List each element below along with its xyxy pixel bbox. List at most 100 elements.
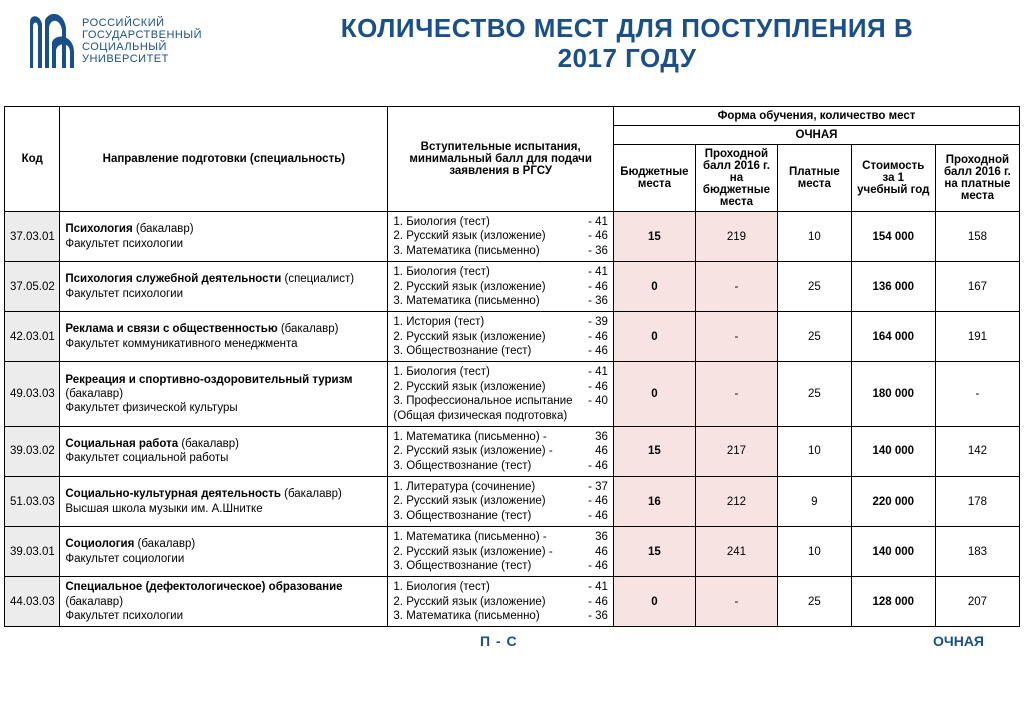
exam-subject: 2. Русский язык (изложение) bbox=[393, 595, 545, 609]
exam-line: 2. Русский язык (изложение) -46 bbox=[393, 545, 608, 559]
exam-subject: 1. Биология (тест) bbox=[393, 365, 489, 379]
exam-score: - 46 bbox=[584, 509, 608, 523]
exam-subject: 1. Математика (письменно) - bbox=[393, 430, 546, 444]
exam-score: 46 bbox=[591, 444, 608, 458]
cell-pass_b: - bbox=[695, 312, 777, 362]
cell-cost: 164 000 bbox=[851, 312, 935, 362]
logo-line-1: РОССИЙСКИЙ bbox=[82, 17, 202, 29]
cell-paid: 10 bbox=[777, 212, 851, 262]
table-row: 37.03.01Психология (бакалавр)Факультет п… bbox=[5, 212, 1020, 262]
exam-subject: 1. Биология (тест) bbox=[393, 215, 489, 229]
cell-exams: 1. Математика (письменно) -362. Русский … bbox=[388, 426, 614, 476]
exam-line: 2. Русский язык (изложение)- 46 bbox=[393, 494, 608, 508]
cell-spec: Рекреация и спортивно-оздоровительный ту… bbox=[60, 362, 388, 427]
cell-pass_p: 191 bbox=[935, 312, 1019, 362]
cell-exams: 1. История (тест)- 392. Русский язык (из… bbox=[388, 312, 614, 362]
exam-line: 3. Обществознание (тест) - 46 bbox=[393, 509, 608, 523]
spec-faculty: Факультет психологии bbox=[65, 609, 382, 623]
spec-faculty: Высшая школа музыки им. А.Шнитке bbox=[65, 502, 382, 516]
cell-exams: 1. Биология (тест)- 412. Русский язык (и… bbox=[388, 362, 614, 427]
cell-pass_p: 167 bbox=[935, 262, 1019, 312]
table-row: 37.05.02Психология служебной деятельност… bbox=[5, 262, 1020, 312]
exam-subject: 2. Русский язык (изложение) bbox=[393, 494, 545, 508]
cell-pass_p: 183 bbox=[935, 527, 1019, 577]
exam-line: 3. Обществознание (тест)- 46 bbox=[393, 459, 608, 473]
cell-spec: Реклама и связи с общественностью (бакал… bbox=[60, 312, 388, 362]
exam-score: - 46 bbox=[584, 280, 608, 294]
exam-score: - 46 bbox=[584, 344, 608, 358]
spec-degree: (бакалавр) bbox=[181, 438, 239, 450]
head-ochnaya: ОЧНАЯ bbox=[613, 126, 1019, 145]
cell-pass_b: 212 bbox=[695, 477, 777, 527]
exam-subject: 3. Обществознание (тест) bbox=[393, 559, 531, 573]
logo-line-2: ГОСУДАРСТВЕННЫЙ bbox=[82, 29, 202, 41]
exam-subject: 2. Русский язык (изложение) bbox=[393, 229, 545, 243]
cell-exams: 1. Биология (тест)- 412. Русский язык (и… bbox=[388, 577, 614, 627]
exam-subject: 3. Обществознание (тест) bbox=[393, 509, 531, 523]
cell-spec: Социальная работа (бакалавр)Факультет со… bbox=[60, 426, 388, 476]
cell-budget: 0 bbox=[613, 312, 695, 362]
head-pass-paid: Проходной балл 2016 г. на платные места bbox=[935, 145, 1019, 212]
spec-degree: (бакалавр) bbox=[281, 323, 339, 335]
head-form: Форма обучения, количество мест bbox=[613, 107, 1019, 126]
head-spec: Направление подготовки (специальность) bbox=[60, 107, 388, 212]
exam-line: 1. Биология (тест) - 41 bbox=[393, 365, 608, 379]
exam-line: 3. Математика (письменно)- 36 bbox=[393, 244, 608, 258]
table-row: 44.03.03 Специальное (дефектологическое) … bbox=[5, 577, 1020, 627]
cell-exams: 1. Биология (тест)- 412. Русский язык (и… bbox=[388, 212, 614, 262]
exam-line: 2. Русский язык (изложение)- 46 bbox=[393, 280, 608, 294]
cell-budget: 15 bbox=[613, 527, 695, 577]
exam-score: - 41 bbox=[584, 580, 608, 594]
cell-cost: 128 000 bbox=[851, 577, 935, 627]
exam-subject: 1. Математика (письменно) - bbox=[393, 530, 546, 544]
cell-paid: 25 bbox=[777, 312, 851, 362]
exam-subject: 1. История (тест) bbox=[393, 315, 484, 329]
spec-degree: (бакалавр) bbox=[138, 538, 196, 550]
cell-cost: 154 000 bbox=[851, 212, 935, 262]
exam-score: - 41 bbox=[584, 365, 608, 379]
exam-score: 36 bbox=[591, 530, 608, 544]
table-row: 49.03.03Рекреация и спортивно-оздоровите… bbox=[5, 362, 1020, 427]
cell-exams: 1. Математика (письменно) - 362. Русский … bbox=[388, 527, 614, 577]
exam-subject: 3. Профессиональное испытание bbox=[393, 394, 572, 408]
cell-pass_b: - bbox=[695, 577, 777, 627]
exam-line: 1. Биология (тест)- 41 bbox=[393, 265, 608, 279]
cell-budget: 0 bbox=[613, 262, 695, 312]
cell-code: 37.05.02 bbox=[5, 262, 60, 312]
cell-spec: Психология (бакалавр)Факультет психологи… bbox=[60, 212, 388, 262]
cell-code: 49.03.03 bbox=[5, 362, 60, 427]
cell-code: 44.03.03 bbox=[5, 577, 60, 627]
cell-code: 37.03.01 bbox=[5, 212, 60, 262]
exam-subject: 3. Обществознание (тест) bbox=[393, 459, 531, 473]
cell-spec: Социология (бакалавр)Факультет социологи… bbox=[60, 527, 388, 577]
exam-score: 46 bbox=[591, 545, 608, 559]
head-pass-budget: Проходной балл 2016 г. на бюджетные мест… bbox=[695, 145, 777, 212]
table-row: 51.03.03Социально-культурная деятельност… bbox=[5, 477, 1020, 527]
spec-name: Социология bbox=[65, 538, 137, 550]
spec-name: Реклама и связи с общественностью bbox=[65, 323, 280, 335]
exam-line: 1. Литература (сочинение)- 37 bbox=[393, 480, 608, 494]
title-line-2: 2017 ГОДУ bbox=[260, 44, 994, 74]
exam-subject: 2. Русский язык (изложение) - bbox=[393, 444, 552, 458]
exam-subject: 2. Русский язык (изложение) bbox=[393, 330, 545, 344]
exam-line: 1. Математика (письменно) -36 bbox=[393, 430, 608, 444]
cell-pass_b: - bbox=[695, 262, 777, 312]
exam-score: - 36 bbox=[584, 609, 608, 623]
cell-code: 51.03.03 bbox=[5, 477, 60, 527]
exam-line: 3. Математика (письменно)- 36 bbox=[393, 294, 608, 308]
spec-name: Специальное (дефектологическое) образова… bbox=[65, 581, 342, 593]
cell-pass_p: 207 bbox=[935, 577, 1019, 627]
cell-pass_b: - bbox=[695, 362, 777, 427]
exam-line: 3. Профессиональное испытание- 40 bbox=[393, 394, 608, 408]
cell-code: 42.03.01 bbox=[5, 312, 60, 362]
cell-pass_b: 219 bbox=[695, 212, 777, 262]
head-cost: Стоимость за 1 учебный год bbox=[851, 145, 935, 212]
exam-score: - 46 bbox=[584, 330, 608, 344]
exam-note: (Общая физическая подготовка) bbox=[393, 409, 608, 423]
head-paid: Платные места bbox=[777, 145, 851, 212]
table-body: 37.03.01Психология (бакалавр)Факультет п… bbox=[5, 212, 1020, 627]
head-budget: Бюджетные места bbox=[613, 145, 695, 212]
cell-exams: 1. Биология (тест)- 412. Русский язык (и… bbox=[388, 262, 614, 312]
exam-line: 2. Русский язык (изложение)- 46 bbox=[393, 229, 608, 243]
spec-degree: (бакалавр) bbox=[65, 388, 123, 400]
